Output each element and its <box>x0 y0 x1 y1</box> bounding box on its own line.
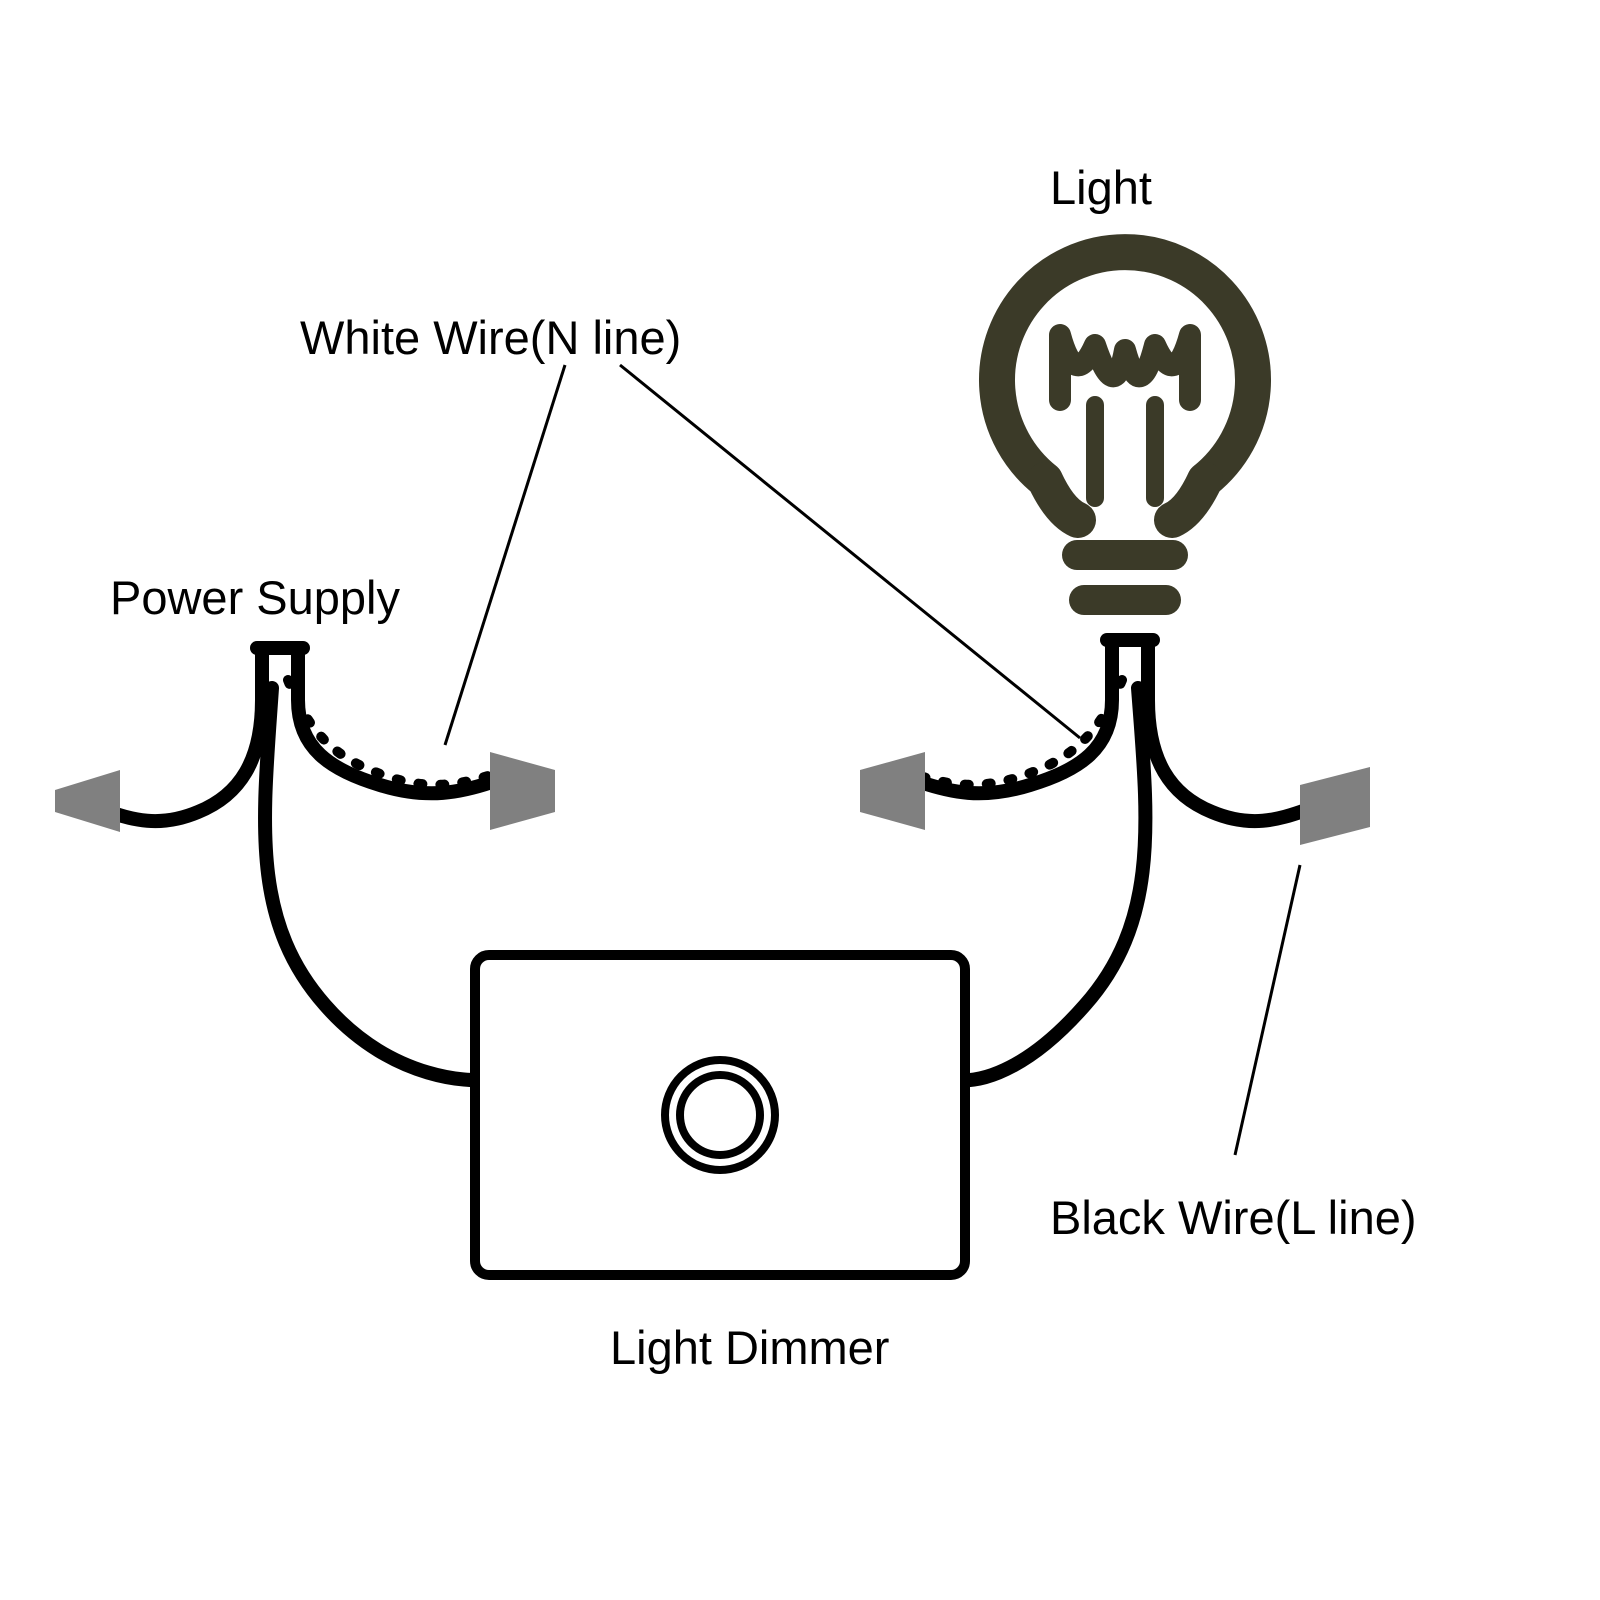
callout-white-left <box>445 365 565 745</box>
dimmer-knob-inner <box>680 1075 760 1155</box>
left-white-wire <box>288 680 488 785</box>
connector-left-outer <box>55 770 120 832</box>
connector-right-inner <box>860 752 925 830</box>
callout-black <box>1235 865 1300 1155</box>
right-white-wire <box>920 680 1122 785</box>
connector-left-inner <box>490 752 555 830</box>
lightbulb-icon <box>997 252 1253 600</box>
right-cable <box>920 640 1306 1080</box>
connector-right-outer <box>1300 767 1370 845</box>
bulb-stems <box>1095 405 1155 498</box>
diagram-svg <box>0 0 1600 1600</box>
wiring-diagram: Light White Wire(N line) Power Supply Bl… <box>0 0 1600 1600</box>
left-cable <box>104 648 492 1080</box>
left-black-wire-to-dimmer <box>265 688 478 1080</box>
right-black-wire-to-dimmer <box>965 688 1145 1080</box>
dimmer <box>475 955 965 1275</box>
bulb-filament <box>1060 335 1190 400</box>
